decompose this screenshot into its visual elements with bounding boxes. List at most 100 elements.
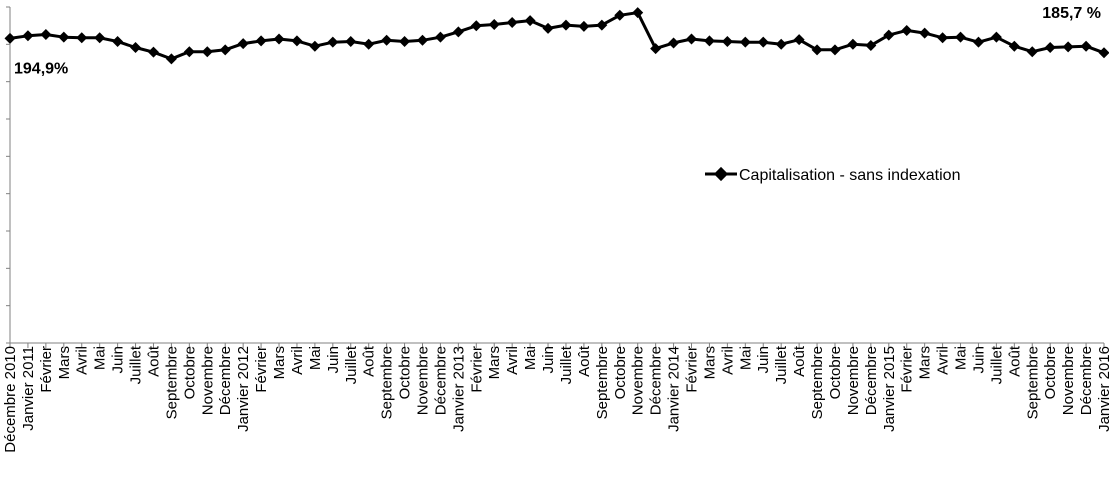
data-point (811, 44, 823, 56)
data-point (775, 38, 787, 50)
x-tick-label: Août (791, 345, 808, 377)
data-point (650, 43, 662, 55)
data-point (990, 31, 1002, 43)
x-tick-label: Mai (953, 346, 970, 370)
x-tick-label: Septembre (1024, 346, 1041, 419)
data-label: 194,9% (14, 60, 68, 77)
x-tick-label: Juillet (988, 345, 1005, 384)
x-tick-label: Janvier 2011 (20, 346, 37, 431)
data-point (147, 46, 159, 58)
data-point (542, 22, 554, 34)
data-point (255, 35, 267, 47)
data-point (829, 44, 841, 56)
x-tick-label: Septembre (809, 346, 826, 419)
x-tick-label: Juin (325, 346, 342, 374)
x-tick-label: Juillet (558, 345, 575, 384)
x-tick-label: Novembre (199, 346, 216, 415)
data-point (1026, 46, 1038, 58)
data-point (955, 31, 967, 43)
data-point (291, 35, 303, 47)
data-point (865, 39, 877, 51)
x-tick-label: Février (253, 346, 270, 393)
x-tick-label: Janvier 2013 (450, 346, 467, 432)
x-tick-label: Mai (307, 346, 324, 370)
x-tick-label: Juillet (773, 345, 790, 384)
x-tick-label: Août (576, 345, 593, 377)
data-point (201, 46, 213, 58)
data-point (273, 33, 285, 45)
x-tick-label: Novembre (630, 346, 647, 415)
x-tick-label: Novembre (845, 346, 862, 415)
data-point (363, 38, 375, 50)
data-point (901, 24, 913, 36)
legend-marker (713, 166, 729, 182)
data-point (793, 34, 805, 46)
x-tick-label: Septembre (379, 346, 396, 419)
data-point (22, 30, 34, 42)
x-tick-label: Juillet (343, 345, 360, 384)
x-tick-label: Février (468, 346, 485, 393)
data-point (739, 36, 751, 48)
data-point (596, 19, 608, 31)
data-point (399, 36, 411, 48)
x-tick-label: Février (899, 346, 916, 393)
data-point (1062, 41, 1074, 53)
data-point (112, 36, 124, 48)
x-tick-label: Octobre (827, 346, 844, 399)
x-tick-label: Mai (92, 346, 109, 370)
x-tick-label: Mars (917, 346, 934, 379)
data-point (1080, 40, 1092, 52)
x-tick-label: Décembre (648, 346, 665, 415)
x-tick-label: Avril (289, 346, 306, 375)
x-tick-label: Septembre (594, 346, 611, 419)
data-point (578, 20, 590, 32)
x-tick-label: Mars (56, 346, 73, 379)
axis-layer: Décembre 2010 Janvier 2011 Février Mars Avri… (2, 6, 1109, 453)
x-tick-label: Novembre (1060, 346, 1077, 415)
x-tick-label: Octobre (181, 346, 198, 399)
data-point (847, 38, 859, 50)
data-point (560, 19, 572, 31)
data-point (40, 29, 52, 41)
data-point (721, 36, 733, 48)
data-point (452, 26, 464, 38)
data-point (58, 31, 70, 43)
x-tick-label: Mars (701, 346, 718, 379)
x-tick-label: Août (1006, 345, 1023, 377)
x-tick-label: Décembre (217, 346, 234, 415)
x-tick-label: Décembre 2010 (2, 346, 19, 453)
data-point (470, 20, 482, 32)
data-point (1008, 40, 1020, 52)
x-tick-label: Septembre (163, 346, 180, 419)
data-point (757, 36, 769, 48)
x-tick-label: Octobre (397, 346, 414, 399)
x-tick-label: Janvier 2015 (881, 346, 898, 432)
x-tick-label: Juin (755, 346, 772, 374)
x-tick-label: Mai (522, 346, 539, 370)
data-point (381, 34, 393, 46)
data-point (94, 32, 106, 44)
x-tick-label: Février (684, 346, 701, 393)
data-point (309, 40, 321, 52)
data-point (345, 36, 357, 48)
x-tick-label: Avril (719, 346, 736, 375)
x-tick-label: Juin (970, 346, 987, 374)
x-tick-label: Août (145, 345, 162, 377)
data-point (327, 36, 339, 48)
data-point (668, 37, 680, 49)
data-label: 185,7 % (1042, 5, 1101, 22)
data-point (1044, 41, 1056, 53)
data-point (416, 34, 428, 46)
data-point (972, 36, 984, 48)
x-tick-label: Août (361, 345, 378, 377)
data-point (4, 32, 16, 44)
data-point (1098, 47, 1109, 59)
x-tick-label: Octobre (612, 346, 629, 399)
data-point (506, 16, 518, 28)
x-tick-label: Mai (737, 346, 754, 370)
x-tick-label: Avril (74, 346, 91, 375)
x-tick-label: Décembre (1078, 346, 1095, 415)
x-tick-label: Mars (486, 346, 503, 379)
x-tick-label: Janvier 2014 (666, 346, 683, 432)
